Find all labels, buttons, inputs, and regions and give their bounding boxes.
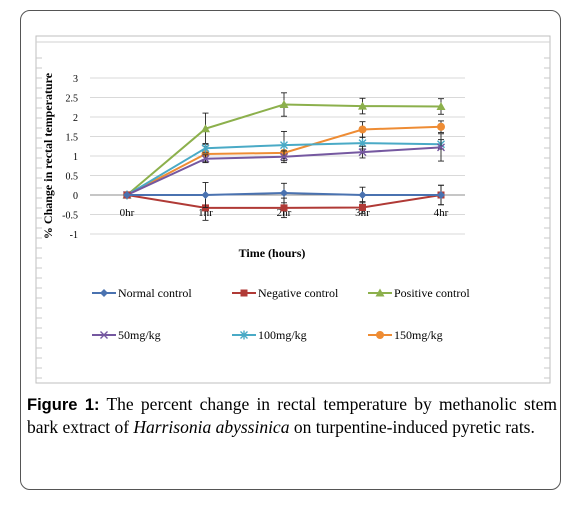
legend-swatch-marker <box>240 289 248 297</box>
data-point <box>358 101 367 110</box>
legend-entry: 50mg/kg <box>92 328 161 342</box>
x-tick-label: 0hr <box>120 207 135 219</box>
data-point <box>436 101 446 110</box>
legend-swatch-marker <box>240 330 248 340</box>
data-point <box>280 204 288 212</box>
legend-swatch-marker <box>100 289 108 297</box>
y-axis-label: % Change in rectal temperature <box>41 72 55 239</box>
y-tick-label: -1 <box>70 230 78 241</box>
legend-label: Negative control <box>258 286 339 300</box>
legend-entry: Negative control <box>232 286 339 300</box>
figure-caption: Figure 1: The percent change in rectal t… <box>27 393 557 438</box>
x-tick-label: 4hr <box>434 207 449 219</box>
legend-label: Normal control <box>118 286 192 300</box>
data-point <box>279 100 289 109</box>
chart-area-border <box>35 35 551 384</box>
horizontal-gridlines <box>90 77 465 235</box>
data-point <box>280 140 288 150</box>
data-point <box>437 122 445 131</box>
figure-frame <box>20 10 561 490</box>
x-axis-label: Time (hours) <box>239 246 306 260</box>
series-lines <box>122 92 446 221</box>
y-tick-label: -0.5 <box>62 211 78 222</box>
legend-entry: 100mg/kg <box>232 328 307 342</box>
y-tick-label: 0.5 <box>66 172 79 183</box>
y-tick-label: 2.5 <box>66 94 79 105</box>
data-point <box>437 191 445 199</box>
legend-swatch-marker <box>375 288 385 297</box>
data-point <box>359 203 366 211</box>
data-point <box>437 143 445 152</box>
data-point <box>280 189 288 198</box>
data-point <box>201 191 210 199</box>
data-point <box>201 143 210 153</box>
legend-label: Positive control <box>394 286 470 300</box>
legend-label: 150mg/kg <box>394 328 443 342</box>
caption-text-before: The percent change in rectal temperature… <box>27 394 557 437</box>
line-chart: -1-0.500.511.522.53 0hr1hr2hr3hr4hr Norm… <box>35 35 551 384</box>
legend-entry: Normal control <box>92 286 192 300</box>
y-axis-ticks: -1 -0.5 0 0.5 1 1.5 2 2.5 3 <box>62 74 78 241</box>
data-point <box>201 124 210 133</box>
outer-vertical-gridlines <box>36 41 550 379</box>
legend-entry: 150mg/kg <box>368 328 443 342</box>
y-tick-label: 3 <box>73 74 78 85</box>
legend-entry: Positive control <box>368 286 470 300</box>
y-tick-label: 0 <box>73 191 78 202</box>
caption-label: Figure 1: <box>27 396 100 414</box>
legend-swatch-marker <box>376 331 384 339</box>
data-point <box>358 125 367 134</box>
series-normal-control <box>123 182 445 208</box>
data-point <box>358 148 367 157</box>
data-point <box>201 154 210 163</box>
legend-label: 100mg/kg <box>258 328 307 342</box>
legend: Normal control Negative control Positive c… <box>92 286 470 342</box>
legend-label: 50mg/kg <box>118 328 161 342</box>
y-tick-label: 1.5 <box>66 133 79 144</box>
legend-swatch-marker <box>100 331 108 339</box>
data-point <box>280 152 288 161</box>
y-tick-label: 2 <box>73 113 78 124</box>
data-point <box>123 191 131 199</box>
caption-text-after: on turpentine-induced pyretic rats. <box>289 417 535 437</box>
data-point <box>358 191 367 199</box>
caption-species-name: Harrisonia abyssinica <box>133 417 290 437</box>
y-tick-label: 1 <box>73 152 78 163</box>
